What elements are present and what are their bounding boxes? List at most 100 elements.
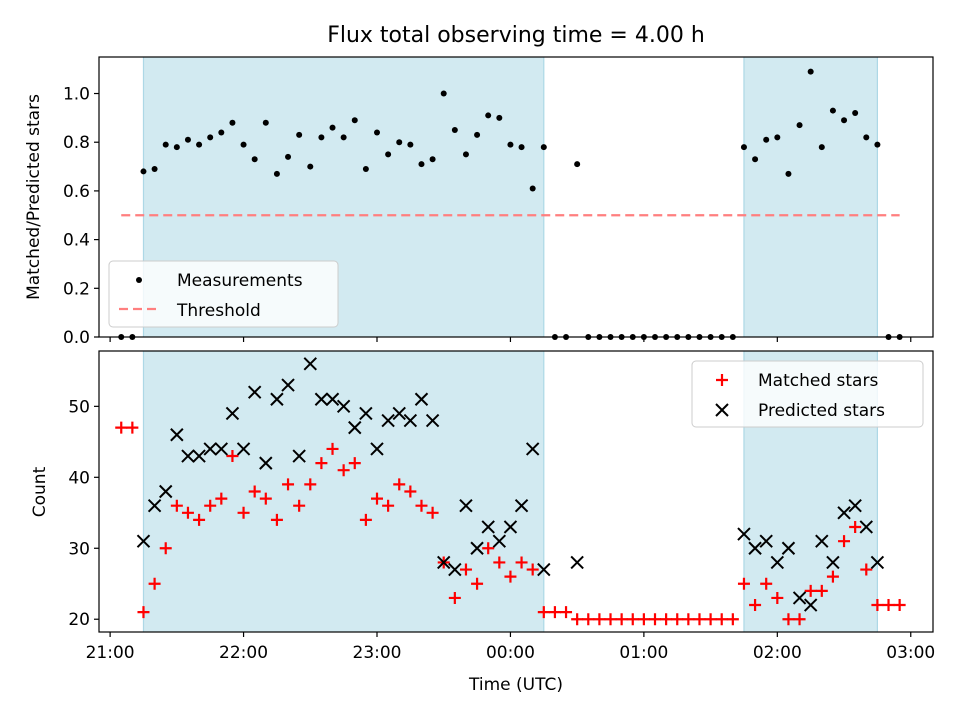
predicted-point (425, 413, 440, 428)
predicted-point (748, 541, 762, 555)
matched-point (204, 499, 217, 512)
measurement-point (296, 131, 303, 138)
matched-point (115, 421, 128, 434)
predicted-point (147, 498, 162, 513)
matched-point (415, 499, 428, 512)
matched-point (604, 613, 617, 626)
predicted-point (792, 591, 807, 605)
predicted-point (781, 541, 796, 555)
predicted-point (192, 449, 206, 463)
predicted-point (170, 428, 184, 442)
matched-point (860, 563, 873, 576)
predicted-point (281, 378, 295, 392)
matched-point (749, 599, 762, 612)
matched-point (382, 499, 395, 512)
matched-point (760, 577, 773, 590)
predicted-point (514, 498, 529, 513)
measurement-point (440, 90, 447, 97)
predicted-point (481, 520, 495, 534)
predicted-point (214, 442, 229, 456)
predicted-point (259, 456, 273, 470)
predicted-point (403, 413, 418, 428)
measurement-point (763, 136, 770, 143)
predicted-point (437, 555, 451, 570)
predicted-point (570, 555, 584, 570)
matched-point (137, 606, 150, 619)
predicted-point (537, 562, 551, 577)
matched-point (815, 584, 828, 597)
matched-point (181, 506, 194, 519)
measurement-point (273, 170, 280, 177)
predicted-point (370, 442, 384, 456)
matched-point (593, 613, 606, 626)
matched-point (526, 563, 539, 576)
measurement-point (418, 161, 425, 168)
measurement-point (262, 119, 269, 126)
matched-point (626, 613, 639, 626)
matched-point (548, 606, 561, 619)
measurement-point (140, 168, 147, 175)
x-tick-label: 03:00 (886, 643, 935, 663)
x-axis-label: Time (UTC) (468, 675, 563, 695)
legend-matched-label: Matched stars (758, 371, 878, 391)
legend-predicted-marker (715, 403, 729, 417)
predicted-point (459, 498, 473, 513)
measurement-point (318, 134, 325, 141)
measurement-point (251, 156, 258, 163)
top-y-tick-label: 0.4 (63, 231, 90, 251)
measurement-point (841, 117, 848, 124)
legend-measurements-label: Measurements (177, 271, 303, 291)
measurement-point (340, 134, 347, 141)
matched-point (226, 450, 239, 463)
predicted-point (759, 534, 773, 548)
matched-point (215, 492, 228, 505)
measurement-point (184, 136, 191, 143)
predicted-point (359, 406, 373, 421)
predicted-point (470, 541, 484, 555)
measurement-point (574, 161, 581, 168)
predicted-point (325, 392, 340, 406)
predicted-point (292, 449, 306, 463)
top-y-tick-label: 0.6 (63, 182, 90, 202)
measurement-point (374, 129, 380, 136)
measurement-point (540, 144, 547, 151)
matched-point (826, 570, 839, 583)
top-y-axis-label: Matched/Predicted stars (24, 94, 44, 300)
legend-threshold-label: Threshold (176, 301, 261, 321)
matched-point (426, 506, 439, 519)
measurement-point (740, 144, 747, 151)
measurement-point (329, 124, 336, 131)
matched-point (782, 613, 795, 626)
predicted-point (414, 392, 429, 406)
measurement-point (529, 185, 536, 192)
measurement-point (173, 144, 180, 151)
predicted-point (181, 449, 195, 463)
matched-point (637, 613, 650, 626)
measurement-point (285, 153, 292, 160)
matched-point (270, 513, 283, 526)
measurement-point (485, 112, 492, 119)
top-shaded-interval-1 (743, 57, 878, 337)
x-tick-label: 00:00 (486, 643, 535, 663)
predicted-point (348, 420, 362, 435)
matched-point (515, 556, 528, 569)
matched-point (482, 542, 495, 555)
predicted-point (159, 484, 173, 499)
predicted-point (503, 520, 518, 534)
predicted-point (815, 534, 829, 548)
measurement-point (462, 151, 469, 158)
top-axes-frame (98, 56, 934, 338)
measurement-point (307, 163, 314, 170)
predicted-point (859, 520, 873, 534)
top-panel-ratio: 0.0 0.2 0.4 0.6 0.8 1.0 Measurements Threshold (63, 56, 934, 348)
matched-point (849, 520, 862, 533)
measurement-point (785, 170, 792, 177)
top-y-tick-label: 0.8 (63, 133, 90, 153)
bottom-y-tick-label: 50 (68, 397, 90, 417)
bottom-panel-counts: 20 30 40 50 21:00 22:00 23:00 00:00 01:00 02:00 03… (68, 350, 935, 663)
measurement-point (229, 119, 236, 126)
matched-point (504, 570, 517, 583)
bottom-y-tick-label: 40 (68, 468, 90, 488)
matched-point (660, 613, 673, 626)
